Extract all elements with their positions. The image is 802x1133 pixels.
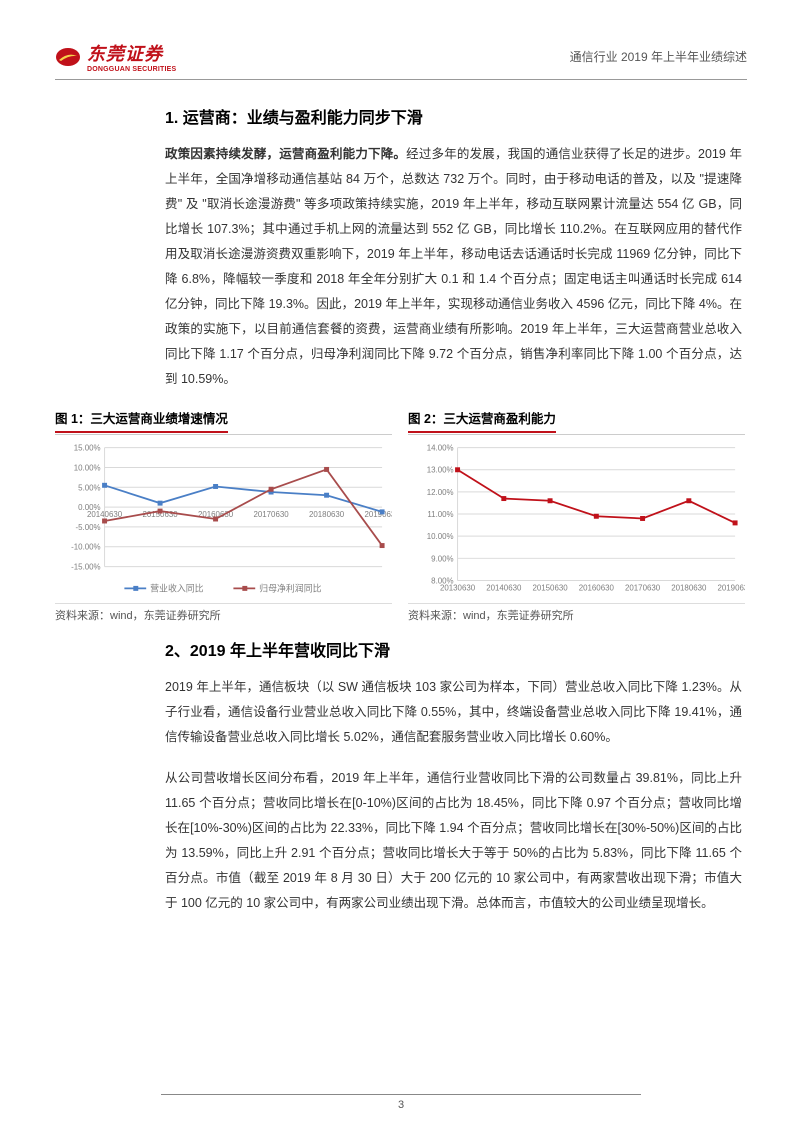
svg-text:20150630: 20150630 [532, 583, 568, 592]
chart-2-column: 图 2：三大运营商盈利能力 8.00%9.00%10.00%11.00%12.0… [408, 408, 745, 623]
svg-text:14.00%: 14.00% [427, 444, 454, 453]
svg-text:营业收入同比: 营业收入同比 [150, 582, 204, 593]
svg-text:9.00%: 9.00% [431, 554, 453, 563]
svg-text:20160630: 20160630 [579, 583, 615, 592]
section-2-paragraph-1: 2019 年上半年，通信板块（以 SW 通信板块 103 家公司为样本，下同）营… [165, 675, 742, 750]
logo-text-en: DONGGUAN SECURITIES [87, 66, 176, 73]
header-subtitle: 通信行业 2019 年上半年业绩综述 [570, 48, 747, 65]
svg-text:-5.00%: -5.00% [76, 523, 101, 532]
svg-text:10.00%: 10.00% [427, 532, 454, 541]
svg-text:15.00%: 15.00% [74, 444, 101, 453]
chart-1-source: 资料来源：wind，东莞证券研究所 [55, 603, 392, 623]
chart-1-column: 图 1：三大运营商业绩增速情况 -15.00%-10.00%-5.00%0.00… [55, 408, 392, 623]
svg-text:13.00%: 13.00% [427, 466, 454, 475]
svg-text:20140630: 20140630 [87, 510, 123, 519]
svg-text:20130630: 20130630 [440, 583, 476, 592]
chart-2-area: 8.00%9.00%10.00%11.00%12.00%13.00%14.00%… [408, 439, 745, 599]
svg-text:10.00%: 10.00% [74, 463, 101, 472]
charts-row: 图 1：三大运营商业绩增速情况 -15.00%-10.00%-5.00%0.00… [55, 408, 745, 623]
page-footer: 3 [0, 1094, 802, 1111]
svg-text:12.00%: 12.00% [427, 488, 454, 497]
section-1-lead: 政策因素持续发酵，运营商盈利能力下降。 [165, 147, 406, 161]
chart-2-source: 资料来源：wind，东莞证券研究所 [408, 603, 745, 623]
svg-text:-15.00%: -15.00% [71, 563, 100, 572]
svg-text:-10.00%: -10.00% [71, 543, 100, 552]
svg-text:11.00%: 11.00% [427, 510, 453, 519]
section-1-body: 经过多年的发展，我国的通信业获得了长足的进步。2019 年上半年，全国净增移动通… [165, 147, 742, 386]
logo: 东莞证券 DONGGUAN SECURITIES [55, 40, 176, 73]
page-header: 东莞证券 DONGGUAN SECURITIES 通信行业 2019 年上半年业… [55, 40, 747, 80]
section-1-paragraph: 政策因素持续发酵，运营商盈利能力下降。经过多年的发展，我国的通信业获得了长足的进… [165, 142, 742, 392]
logo-text-cn: 东莞证券 [87, 40, 176, 66]
chart-2-title: 图 2：三大运营商盈利能力 [408, 408, 556, 430]
svg-text:5.00%: 5.00% [78, 483, 100, 492]
page-number: 3 [398, 1099, 404, 1111]
chart-1-area: -15.00%-10.00%-5.00%0.00%5.00%10.00%15.0… [55, 439, 392, 599]
svg-text:归母净利润同比: 归母净利润同比 [259, 582, 321, 593]
section-1-title: 1. 运营商：业绩与盈利能力同步下滑 [165, 104, 742, 128]
svg-text:20170630: 20170630 [625, 583, 661, 592]
logo-icon [55, 46, 81, 68]
svg-text:20180630: 20180630 [309, 510, 345, 519]
svg-text:20180630: 20180630 [671, 583, 707, 592]
chart-1-title: 图 1：三大运营商业绩增速情况 [55, 408, 228, 430]
section-2-paragraph-2: 从公司营收增长区间分布看，2019 年上半年，通信行业营收同比下滑的公司数量占 … [165, 766, 742, 916]
svg-text:20190630: 20190630 [717, 583, 745, 592]
section-2-title: 2、2019 年上半年营收同比下滑 [165, 637, 742, 661]
svg-text:20170630: 20170630 [253, 510, 289, 519]
svg-text:20140630: 20140630 [486, 583, 522, 592]
